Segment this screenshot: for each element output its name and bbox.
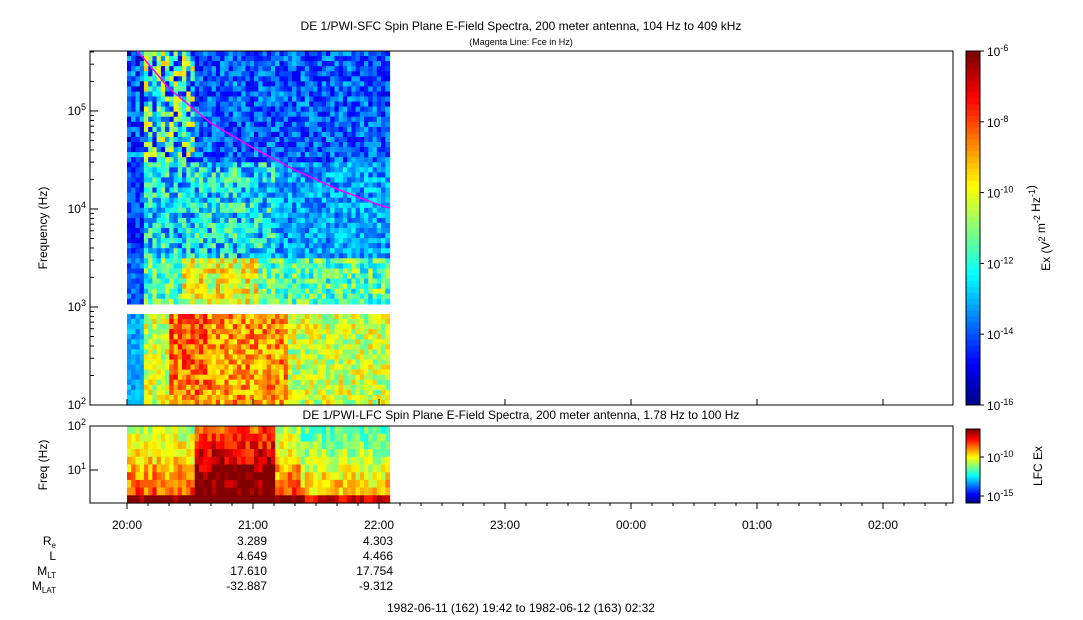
orbit-value: 4.303: [363, 534, 393, 548]
sfc-colorbar-frame: [965, 50, 981, 406]
orbit-value: 17.754: [356, 564, 393, 578]
sfc-y-axis-label: Frequency (Hz): [36, 187, 50, 270]
orbit-value: 17.610: [230, 564, 267, 578]
time-tick-label-6: 02:00: [868, 518, 898, 532]
time-range-footer: 1982-06-11 (162) 19:42 to 1982-06-12 (16…: [387, 601, 655, 615]
orbit-value: 4.649: [237, 549, 267, 563]
sfc-cbar-label-3: 10-12: [987, 255, 1013, 271]
sfc-cbar-label-5: 10-16: [987, 397, 1013, 413]
lfc-colorbar-label: LFC Ex: [1031, 446, 1045, 486]
sfc-cbar-label-4: 10-14: [987, 326, 1013, 342]
sfc-ytick-label-3: 105: [68, 102, 86, 118]
lfc-colorbar: [966, 429, 980, 504]
orbit-row-label-0: Re: [43, 534, 57, 550]
orbit-row-label-2: MLT: [37, 564, 56, 580]
sfc-colorbar-label: Ex (V2 m-2 Hz-1): [1024, 185, 1053, 271]
lfc-cbar-label-0: 10-10: [987, 449, 1013, 465]
lfc-spectrogram: [127, 426, 391, 504]
time-tick-label-5: 01:00: [742, 518, 772, 532]
lfc-ytick-label-1: 102: [68, 417, 86, 433]
time-tick-label-1: 21:00: [238, 518, 268, 532]
orbit-row-label-3: MLAT: [32, 579, 56, 595]
orbit-value: 4.466: [363, 549, 393, 563]
sfc-spectrogram: [127, 51, 391, 406]
chart-title: DE 1/PWI-SFC Spin Plane E-Field Spectra,…: [301, 19, 742, 33]
time-tick-label-3: 23:00: [490, 518, 520, 532]
orbit-value: -32.887: [226, 579, 267, 593]
lfc-ytick-label-0: 101: [68, 461, 86, 477]
sfc-ytick-label-0: 102: [68, 396, 86, 412]
lfc-cbar-label-1: 10-15: [987, 488, 1013, 504]
time-tick-label-4: 00:00: [616, 518, 646, 532]
chart-subtitle: (Magenta Line: Fce in Hz): [469, 37, 573, 47]
sfc-cbar-label-2: 10-10: [987, 185, 1013, 201]
time-tick-label-2: 22:00: [364, 518, 394, 532]
sfc-cbar-label-0: 10-6: [987, 43, 1008, 59]
sfc-ytick-label-2: 104: [68, 200, 86, 216]
sfc-cbar-label-1: 10-8: [987, 114, 1008, 130]
orbit-row-label-1: L: [49, 549, 56, 563]
orbit-value: -9.312: [359, 579, 393, 593]
lfc-y-axis-label: Freq (Hz): [36, 440, 50, 491]
fce-line: [136, 50, 390, 209]
orbit-value: 3.289: [237, 534, 267, 548]
time-tick-label-0: 20:00: [112, 518, 142, 532]
lfc-colorbar-frame: [965, 428, 981, 504]
lfc-chart-title: DE 1/PWI-LFC Spin Plane E-Field Spectra,…: [303, 408, 740, 422]
sfc-ytick-label-1: 103: [68, 298, 86, 314]
lfc-plot-frame: [89, 425, 954, 504]
sfc-colorbar: [966, 51, 980, 406]
sfc-plot-frame: [89, 50, 954, 406]
